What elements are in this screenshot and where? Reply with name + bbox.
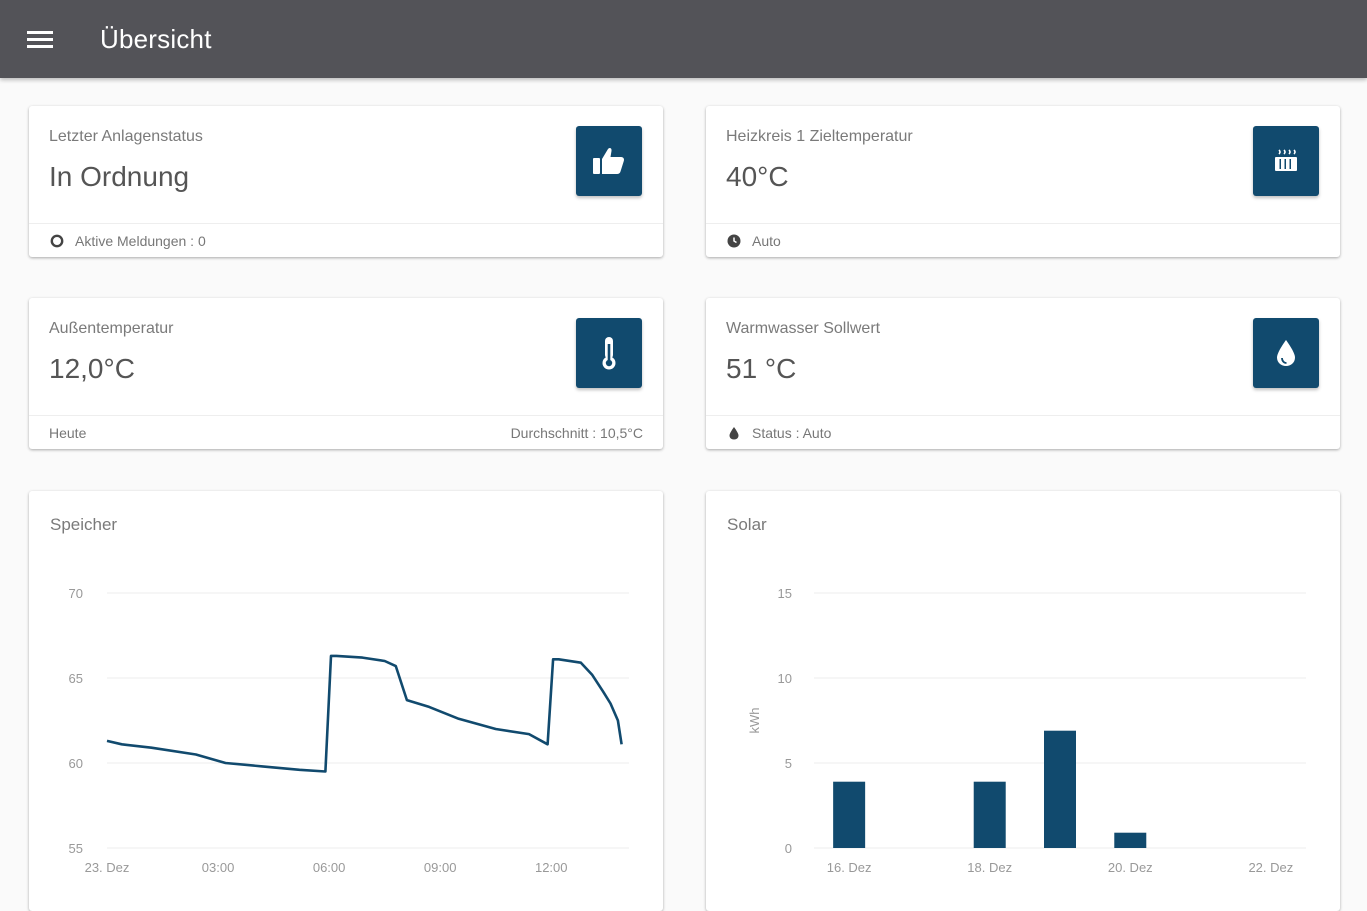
y-tick-label: 0 bbox=[785, 841, 792, 856]
y-tick-label: 15 bbox=[778, 586, 792, 601]
y-tick-label: 55 bbox=[69, 841, 83, 856]
status-label: Letzter Anlagenstatus bbox=[49, 128, 203, 145]
average-text: Durchschnitt : 10,5°C bbox=[510, 424, 643, 441]
x-tick-label: 06:00 bbox=[313, 860, 346, 875]
hot-water-card[interactable]: Warmwasser Sollwert 51 °C Status : Auto bbox=[706, 298, 1340, 449]
solar-chart-card: Solar 0 5 10 15 kWh 16. Dez 18. Dez 20. Dez 22. … bbox=[706, 491, 1340, 911]
heating-label: Heizkreis 1 Zieltemperatur bbox=[726, 128, 913, 145]
bar-20-dez bbox=[1114, 832, 1147, 848]
info-circle-icon bbox=[49, 233, 65, 249]
page-title: Übersicht bbox=[100, 23, 212, 54]
water-label: Warmwasser Sollwert bbox=[726, 320, 881, 337]
x-tick-label: 18. Dez bbox=[967, 860, 1012, 875]
outdoor-value: 12,0°C bbox=[49, 353, 135, 384]
bar-18-dez bbox=[973, 781, 1006, 848]
water-drop-icon bbox=[1277, 340, 1295, 366]
solar-chart-title: Solar bbox=[727, 515, 767, 534]
radiator-icon bbox=[1275, 149, 1297, 171]
y-tick-label: 10 bbox=[778, 671, 792, 686]
water-icon-box bbox=[1253, 318, 1319, 388]
x-tick-label: 03:00 bbox=[202, 860, 235, 875]
clock-icon bbox=[726, 233, 742, 249]
x-tick-label: 23. Dez bbox=[85, 860, 130, 875]
hamburger-menu-icon bbox=[27, 31, 53, 48]
bar-16-dez bbox=[833, 781, 866, 848]
status-footer: Aktive Meldungen : 0 bbox=[29, 223, 663, 257]
outdoor-icon-box bbox=[576, 318, 642, 388]
x-tick-label: 20. Dez bbox=[1108, 860, 1153, 875]
storage-line-chart: 55 60 65 70 23. Dez 03:00 06:00 09:00 12:00 bbox=[69, 586, 629, 875]
small-drop-icon bbox=[726, 425, 742, 441]
water-value: 51 °C bbox=[726, 353, 797, 384]
bar-19-dez bbox=[1044, 730, 1076, 848]
outdoor-label: Außentemperatur bbox=[49, 320, 174, 337]
x-tick-label: 16. Dez bbox=[827, 860, 872, 875]
y-tick-label: 70 bbox=[69, 586, 83, 601]
storage-chart-title: Speicher bbox=[50, 515, 118, 534]
thermometer-icon bbox=[602, 337, 616, 370]
thumbs-up-icon bbox=[593, 147, 625, 174]
menu-button[interactable] bbox=[20, 19, 60, 59]
status-value: In Ordnung bbox=[49, 161, 190, 192]
heating-value: 40°C bbox=[726, 161, 789, 192]
heating-footer: Auto bbox=[706, 223, 1340, 257]
outdoor-footer: Heute Durchschnitt : 10,5°C bbox=[29, 415, 663, 449]
water-footer: Status : Auto bbox=[706, 415, 1340, 449]
app-bar: Übersicht bbox=[0, 0, 1367, 78]
outdoor-temperature-card[interactable]: Außentemperatur 12,0°C Heute Durchschnit… bbox=[29, 298, 663, 449]
water-status-text: Status : Auto bbox=[752, 424, 832, 441]
status-icon-box bbox=[576, 126, 642, 196]
solar-bar-chart: 0 5 10 15 kWh 16. Dez 18. Dez 20. Dez 22. Dez bbox=[747, 586, 1306, 875]
temperature-series-line bbox=[106, 654, 623, 773]
x-tick-label: 09:00 bbox=[424, 860, 457, 875]
today-text: Heute bbox=[49, 424, 87, 441]
heating-card[interactable]: Heizkreis 1 Zieltemperatur 40°C Auto bbox=[706, 106, 1340, 257]
status-card[interactable]: Letzter Anlagenstatus In Ordnung Aktive … bbox=[29, 106, 663, 257]
y-tick-label: 65 bbox=[69, 671, 83, 686]
storage-chart-card: Speicher 55 60 65 70 23. Dez 03:00 06:00 09:00 1… bbox=[29, 491, 663, 911]
y-tick-label: 5 bbox=[785, 756, 792, 771]
heating-icon-box bbox=[1253, 126, 1319, 196]
y-axis-label: kWh bbox=[747, 708, 762, 734]
active-messages-text: Aktive Meldungen : 0 bbox=[75, 232, 206, 249]
heating-mode-text: Auto bbox=[752, 232, 781, 249]
x-tick-label: 22. Dez bbox=[1248, 860, 1293, 875]
x-tick-label: 12:00 bbox=[535, 860, 568, 875]
y-tick-label: 60 bbox=[69, 756, 83, 771]
